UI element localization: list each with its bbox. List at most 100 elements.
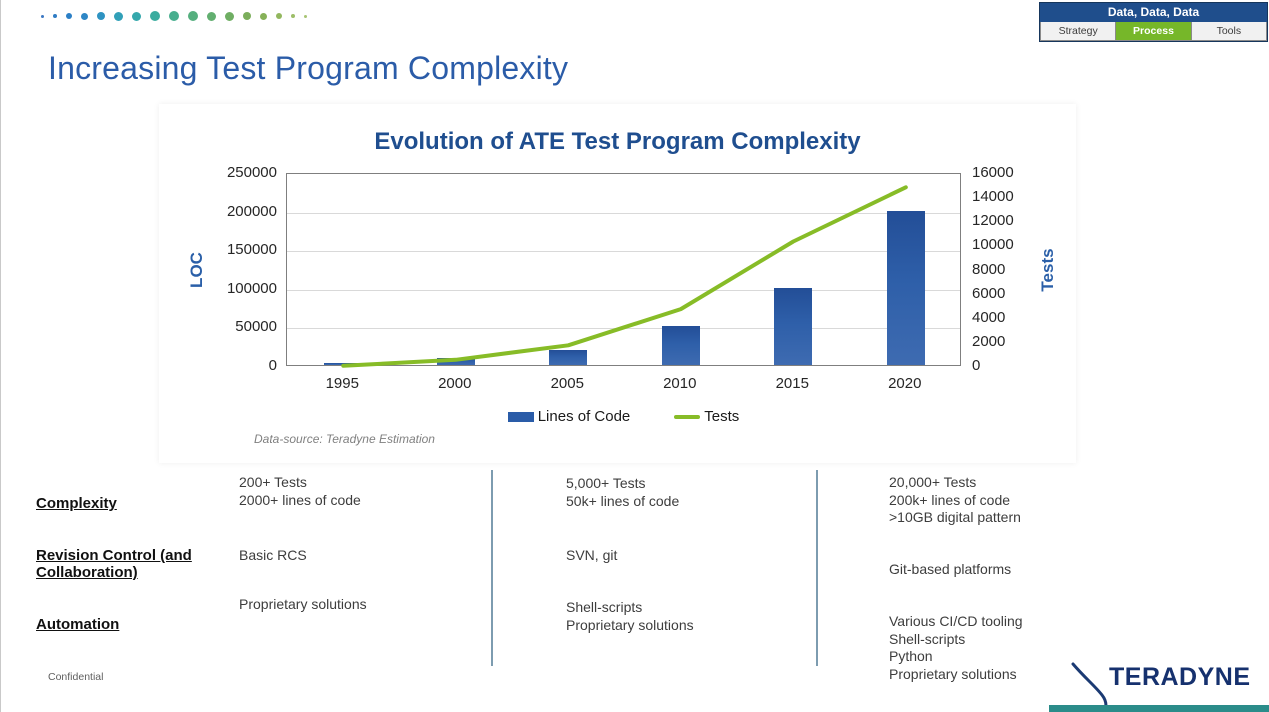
teradyne-swoosh-icon bbox=[1071, 662, 1108, 712]
dot-icon bbox=[291, 14, 295, 18]
cell-line: 50k+ lines of code bbox=[566, 492, 680, 509]
y-tick-left: 200000 bbox=[226, 202, 277, 220]
legend-item-lines-of-code: Lines of Code bbox=[507, 408, 631, 425]
cell-line: Shell-scripts bbox=[889, 630, 966, 647]
gridline bbox=[287, 251, 960, 253]
cell-line: Proprietary solutions bbox=[239, 596, 367, 612]
cell-line: 5,000+ Tests bbox=[566, 475, 646, 491]
legend-item-tests: Tests bbox=[674, 408, 739, 425]
column-divider-2 bbox=[816, 470, 818, 666]
y-tick-right: 0 bbox=[972, 357, 981, 374]
dot-icon bbox=[97, 12, 105, 20]
dot-icon bbox=[207, 11, 216, 21]
nav-box-title: Data, Data, Data bbox=[1040, 3, 1267, 22]
cell-line: Basic RCS bbox=[239, 547, 307, 563]
legend-label: Lines of Code bbox=[537, 408, 631, 425]
cell-line: Proprietary solutions bbox=[889, 665, 1017, 682]
y-tick-right: 4000 bbox=[972, 308, 1006, 326]
dot-icon bbox=[132, 11, 141, 21]
cell-revision-era2: SVN, git bbox=[566, 547, 617, 565]
row-header-revision-control: Revision Control (and Collaboration) bbox=[36, 547, 192, 581]
y-tick-right: 8000 bbox=[972, 260, 1006, 278]
gridline bbox=[287, 289, 960, 291]
cell-line: Various CI/CD tooling bbox=[889, 613, 1023, 629]
cell-revision-era1: Basic RCS bbox=[239, 547, 307, 565]
y-tick-left: 100000 bbox=[226, 279, 277, 297]
dot-icon bbox=[169, 11, 179, 21]
y-tick-right: 12000 bbox=[972, 212, 1014, 230]
bar-lines-of-code bbox=[886, 210, 925, 365]
x-tick-label: 2005 bbox=[550, 375, 584, 392]
dots-decoration bbox=[41, 8, 307, 24]
dot-icon bbox=[114, 11, 123, 21]
cell-automation-era1: Proprietary solutions bbox=[239, 596, 367, 614]
y-tick-right: 2000 bbox=[972, 332, 1006, 350]
cell-line: Git-based platforms bbox=[889, 561, 1012, 577]
cell-automation-era3: Various CI/CD tooling Shell-scripts Python… bbox=[889, 613, 1023, 683]
y-tick-left: 250000 bbox=[226, 164, 277, 181]
chart-title: Evolution of ATE Test Program Complexity bbox=[374, 128, 861, 155]
chart-legend: Lines of Code Tests bbox=[286, 408, 961, 425]
dot-icon bbox=[188, 11, 198, 21]
y-tick-right: 10000 bbox=[972, 236, 1014, 254]
y-axis-right-ticks: 16000 14000 12000 10000 8000 6000 4000 2000 0 bbox=[972, 164, 1042, 374]
y-axis-left-title: LOC bbox=[187, 252, 206, 288]
dot-icon bbox=[225, 11, 234, 21]
chart-panel: Evolution of ATE Test Program Complexity… bbox=[159, 104, 1076, 463]
y-tick-right: 6000 bbox=[972, 284, 1006, 302]
dot-icon bbox=[276, 13, 282, 19]
tab-strategy[interactable]: Strategy bbox=[1040, 22, 1117, 41]
x-axis-labels: 1995 2000 2005 2010 2015 2020 bbox=[286, 375, 961, 395]
cell-line: 20,000+ Tests bbox=[889, 474, 977, 490]
y-tick-right: 14000 bbox=[972, 188, 1014, 206]
teradyne-logo: TERADYNE bbox=[1109, 663, 1251, 691]
bottom-accent-bar bbox=[1049, 705, 1269, 712]
cell-line: Python bbox=[889, 648, 933, 664]
x-tick-label: 2010 bbox=[663, 375, 697, 392]
x-tick-label: 2015 bbox=[775, 375, 809, 392]
tab-tools[interactable]: Tools bbox=[1190, 22, 1267, 41]
bar-lines-of-code bbox=[774, 287, 813, 365]
y-tick-left: 0 bbox=[268, 357, 277, 374]
cell-line: SVN, git bbox=[566, 547, 618, 563]
dot-icon bbox=[66, 13, 72, 19]
y-axis-left-ticks: 250000 200000 150000 100000 50000 0 bbox=[187, 164, 277, 374]
dot-icon bbox=[150, 11, 160, 21]
y-tick-right: 16000 bbox=[972, 164, 1014, 181]
cell-revision-era3: Git-based platforms bbox=[889, 561, 1011, 579]
bar-lines-of-code bbox=[549, 349, 588, 365]
bar-lines-of-code bbox=[661, 326, 700, 365]
bar-swatch-icon bbox=[507, 411, 534, 422]
x-tick-label: 1995 bbox=[325, 375, 359, 392]
topic-nav-box: Data, Data, Data Strategy Process Tools bbox=[1039, 2, 1268, 42]
y-tick-left: 150000 bbox=[226, 241, 277, 259]
y-axis-right-title: Tests bbox=[1038, 248, 1057, 292]
cell-line: Proprietary solutions bbox=[566, 616, 694, 633]
tab-process[interactable]: Process bbox=[1115, 22, 1192, 41]
cell-line: Shell-scripts bbox=[566, 599, 643, 615]
cell-complexity-era1: 200+ Tests 2000+ lines of code bbox=[239, 474, 361, 509]
cell-line: 200k+ lines of code bbox=[889, 491, 1011, 508]
dot-icon bbox=[260, 12, 267, 20]
nav-tabs: Strategy Process Tools bbox=[1040, 22, 1267, 41]
data-source-note: Data-source: Teradyne Estimation bbox=[254, 432, 435, 446]
dot-icon bbox=[243, 12, 251, 20]
y-tick-left: 50000 bbox=[235, 318, 277, 336]
cell-complexity-era2: 5,000+ Tests 50k+ lines of code bbox=[566, 475, 679, 510]
x-tick-label: 2000 bbox=[438, 375, 472, 392]
dot-icon bbox=[53, 14, 57, 18]
column-divider-1 bbox=[491, 470, 493, 666]
page-title: Increasing Test Program Complexity bbox=[48, 50, 569, 86]
tests-line-series bbox=[341, 185, 908, 368]
cell-automation-era2: Shell-scripts Proprietary solutions bbox=[566, 599, 694, 634]
dot-icon bbox=[304, 14, 307, 18]
plot-area bbox=[286, 173, 961, 368]
line-swatch-icon bbox=[674, 414, 701, 419]
x-tick-label: 2020 bbox=[888, 375, 922, 392]
gridline bbox=[287, 212, 960, 214]
cell-complexity-era3: 20,000+ Tests 200k+ lines of code >10GB di… bbox=[889, 474, 1021, 527]
cell-line: 2000+ lines of code bbox=[239, 491, 361, 508]
dot-icon bbox=[81, 12, 88, 20]
row-header-automation: Automation bbox=[36, 616, 120, 633]
dot-icon bbox=[41, 14, 44, 18]
